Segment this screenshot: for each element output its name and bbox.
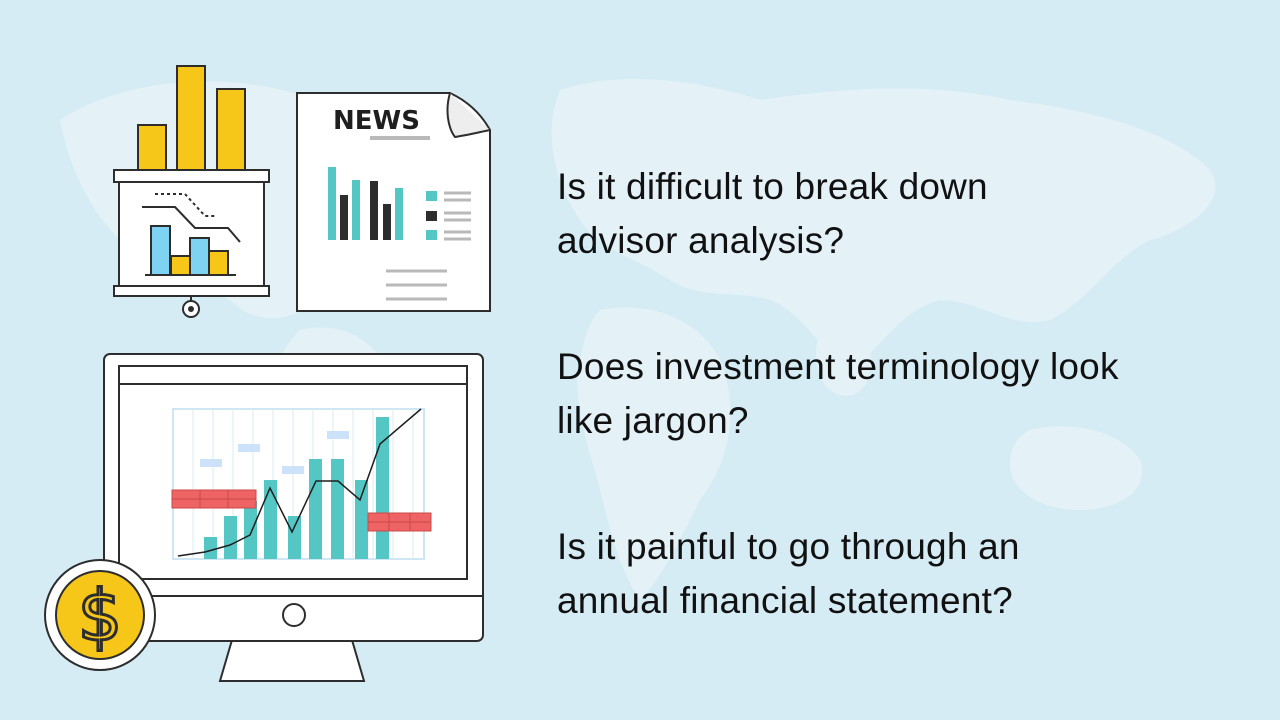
finance-illustration: NEWS [44, 65, 491, 682]
question-2-line-2: like jargon? [557, 400, 749, 441]
question-2-line-1: Does investment terminology look [557, 346, 1119, 387]
newspaper-heading: NEWS [333, 106, 420, 136]
question-2: Does investment terminology look like ja… [557, 340, 1257, 448]
question-3: Is it painful to go through an annual fi… [557, 520, 1257, 628]
question-1: Is it difficult to break down advisor an… [557, 160, 1257, 268]
question-3-line-1: Is it painful to go through an [557, 526, 1020, 567]
question-3-line-2: annual financial statement? [557, 580, 1013, 621]
presentation-board-icon [113, 65, 270, 318]
dollar-coin-icon: $ [44, 559, 156, 671]
monitor-chart-icon [103, 353, 484, 682]
question-1-line-2: advisor analysis? [557, 220, 845, 261]
newspaper-icon: NEWS [296, 92, 491, 312]
questions-list: Is it difficult to break down advisor an… [557, 160, 1257, 700]
dollar-symbol: $ [78, 575, 123, 657]
question-1-line-1: Is it difficult to break down [557, 166, 988, 207]
